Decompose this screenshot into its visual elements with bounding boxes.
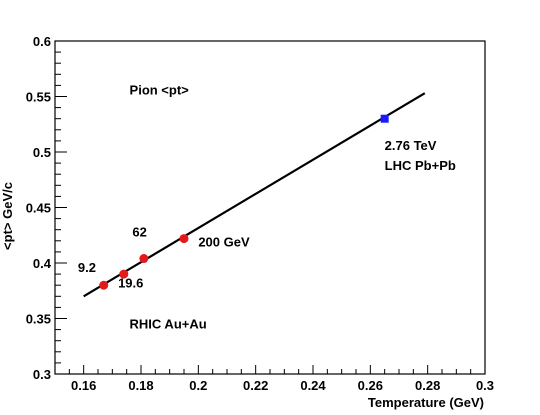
- x-tick-label: 0.3: [476, 378, 494, 393]
- x-tick-label: 0.26: [358, 378, 383, 393]
- tick-labels: 0.16 0.18 0.2 0.22 0.24 0.26 0.28 0.3 0.3 0.35 0.4…: [26, 34, 494, 393]
- x-tick-label: 0.16: [71, 378, 96, 393]
- y-axis-title: <pt> GeV/c: [0, 182, 15, 250]
- annotation: Pion <pt>: [130, 82, 190, 97]
- y-tick-label: 0.4: [33, 256, 52, 271]
- data-point: [179, 234, 189, 244]
- data-point: [119, 269, 129, 279]
- x-tick-label: 0.28: [415, 378, 440, 393]
- annotation: 200 GeV: [198, 234, 250, 249]
- annotation: RHIC Au+Au: [130, 316, 207, 331]
- x-axis-title: Temperature (GeV): [368, 395, 484, 410]
- fit-line: [83, 92, 426, 298]
- y-tick-label: 0.6: [33, 34, 51, 49]
- axis-ticks: [54, 40, 486, 375]
- y-tick-label: 0.45: [26, 201, 51, 216]
- data-point: [99, 280, 109, 290]
- annotations: Pion <pt> 2.76 TeV LHC Pb+Pb 200 GeV 62 9.2 19…: [78, 82, 456, 331]
- annotation: LHC Pb+Pb: [385, 158, 456, 173]
- y-tick-label: 0.55: [26, 90, 51, 105]
- annotation: 9.2: [78, 260, 96, 275]
- y-tick-label: 0.5: [33, 145, 51, 160]
- x-tick-label: 0.22: [243, 378, 268, 393]
- annotation: 62: [132, 224, 146, 239]
- x-tick-label: 0.24: [300, 378, 326, 393]
- annotation: 2.76 TeV: [385, 138, 437, 153]
- data-point: [139, 254, 149, 264]
- plot-frame: [54, 40, 486, 375]
- data-points: [99, 114, 389, 290]
- x-tick-label: 0.2: [189, 378, 207, 393]
- y-tick-label: 0.35: [26, 312, 51, 327]
- y-tick-label: 0.3: [33, 367, 51, 382]
- annotation: 19.6: [118, 275, 143, 290]
- data-point-square: [380, 114, 389, 123]
- x-tick-label: 0.18: [128, 378, 153, 393]
